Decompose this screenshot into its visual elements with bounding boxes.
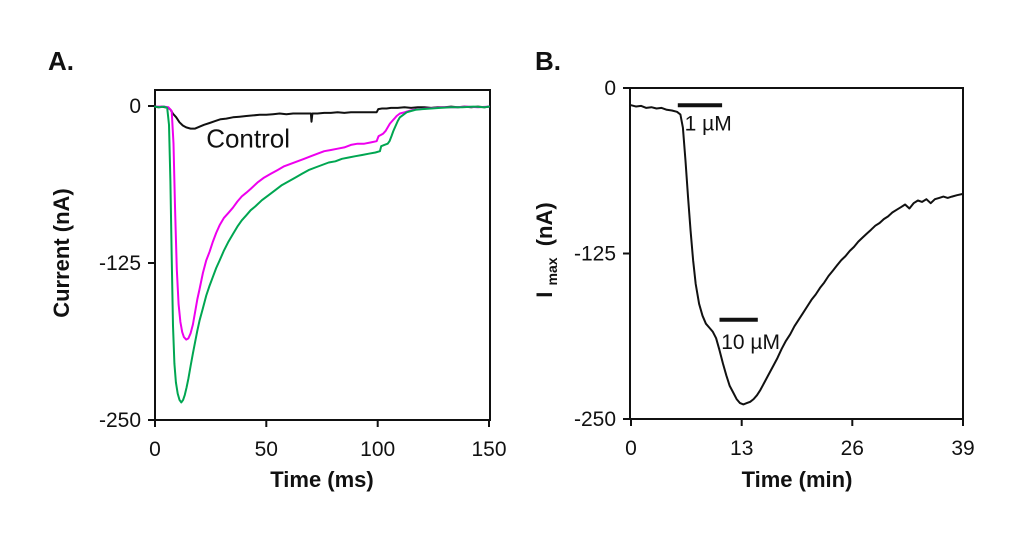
imax-subscript: max bbox=[544, 257, 560, 285]
x-tick-label: 100 bbox=[360, 438, 395, 461]
trace-trace-magenta bbox=[154, 105, 490, 341]
y-tick-label: -125 bbox=[99, 252, 141, 275]
application-label: 1 µM bbox=[685, 112, 732, 135]
x-tick-label: 39 bbox=[951, 437, 974, 460]
trace-imax-trace bbox=[630, 104, 964, 406]
y-tick-label: -250 bbox=[99, 409, 141, 432]
y-tick-label: 0 bbox=[604, 77, 616, 100]
x-tick-label: 0 bbox=[625, 437, 637, 460]
x-tick-label: 150 bbox=[471, 438, 506, 461]
trace-annotation: Control bbox=[206, 123, 290, 153]
panel-a: A. Time (ms) Current (nA) 0 50 100 150 0 -125… bbox=[48, 46, 507, 492]
trace-Control bbox=[154, 105, 490, 130]
x-tick-label: 0 bbox=[149, 438, 161, 461]
y-tick-label: -250 bbox=[574, 408, 616, 431]
x-tick-label: 13 bbox=[730, 437, 753, 460]
imax-units: (nA) bbox=[532, 202, 557, 246]
panel-a-x-axis-title: Time (ms) bbox=[270, 467, 374, 492]
panel-b-dynamic: 0 13 26 39 0 -125 -250 1 µM 10 µM bbox=[574, 77, 975, 460]
x-tick-label: 26 bbox=[841, 437, 864, 460]
panel-b-plot-border bbox=[629, 87, 964, 420]
x-tick-label: 50 bbox=[255, 438, 278, 461]
y-tick-label: -125 bbox=[574, 243, 616, 266]
application-label: 10 µM bbox=[721, 331, 780, 354]
imax-symbol: I bbox=[532, 292, 557, 298]
y-tick-label: 0 bbox=[129, 95, 141, 118]
panel-b-x-axis-title: Time (min) bbox=[742, 467, 853, 492]
panel-b-y-axis-title: I max (nA) bbox=[532, 202, 562, 297]
panel-a-plot-border bbox=[154, 89, 491, 421]
panel-a-label: A. bbox=[48, 46, 74, 76]
panel-b: B. Time (min) I max (nA) 0 13 26 39 0 -125 -25… bbox=[532, 46, 975, 492]
panel-b-label: B. bbox=[535, 46, 561, 76]
panel-a-dynamic: 0 50 100 150 0 -125 -250 Control bbox=[99, 95, 507, 461]
trace-trace-green bbox=[154, 105, 490, 404]
panel-a-y-axis-title: Current (nA) bbox=[49, 188, 74, 318]
